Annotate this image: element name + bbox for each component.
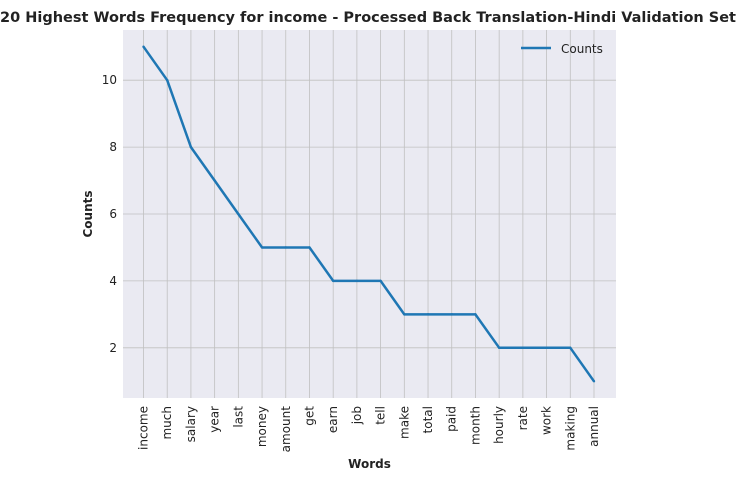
data-point (521, 346, 525, 350)
y-axis-label: Counts (81, 190, 95, 237)
data-point (213, 179, 216, 182)
data-point (237, 212, 240, 216)
x-tick-label: earn (326, 406, 340, 433)
data-point (355, 279, 359, 283)
data-point (450, 313, 453, 316)
data-point (592, 380, 596, 383)
x-tick-label: get (302, 406, 316, 426)
x-tick-label: month (468, 406, 482, 445)
x-tick-label: money (255, 406, 269, 447)
x-tick-label: year (208, 406, 222, 433)
chart-title: 20 Highest Words Frequency for income - … (0, 10, 736, 26)
x-tick-label: last (231, 406, 245, 428)
x-axis: income much salary year last money amount get ea… (137, 406, 602, 453)
y-tick-label: 6 (109, 207, 117, 221)
legend-label-counts: Counts (561, 42, 603, 56)
y-tick-label: 2 (109, 341, 117, 355)
x-tick-label: hourly (492, 406, 506, 444)
y-tick-label: 10 (102, 73, 117, 87)
y-tick-label: 4 (109, 274, 117, 288)
data-point (284, 246, 287, 249)
y-axis: 2 4 6 8 10 (102, 73, 117, 355)
data-point (166, 78, 169, 82)
series-layer (142, 45, 596, 383)
x-tick-label: income (137, 406, 151, 450)
data-point (545, 346, 548, 350)
x-tick-label: tell (374, 406, 388, 425)
x-tick-label: paid (445, 406, 459, 432)
data-point (497, 346, 501, 350)
data-point (569, 346, 572, 350)
data-point (189, 145, 193, 149)
data-point (474, 313, 477, 316)
data-point (426, 313, 430, 316)
x-axis-label: Words (348, 457, 391, 471)
data-point (379, 279, 382, 283)
data-point (260, 246, 264, 249)
series-line-counts (142, 45, 596, 383)
x-tick-label: salary (184, 406, 198, 442)
x-tick-label: rate (516, 406, 530, 430)
x-tick-label: make (397, 406, 411, 439)
x-tick-label: amount (279, 406, 293, 453)
y-tick-label: 8 (109, 140, 117, 154)
data-point (308, 246, 311, 249)
x-tick-label: much (160, 406, 174, 440)
x-tick-label: total (421, 406, 435, 433)
data-point (403, 313, 406, 316)
x-tick-label: job (350, 406, 364, 425)
data-point (331, 279, 335, 283)
data-point (142, 45, 145, 48)
x-tick-label: annual (587, 406, 601, 447)
x-tick-label: work (540, 406, 554, 435)
legend: Counts (521, 42, 603, 56)
x-tick-label: making (563, 406, 577, 451)
